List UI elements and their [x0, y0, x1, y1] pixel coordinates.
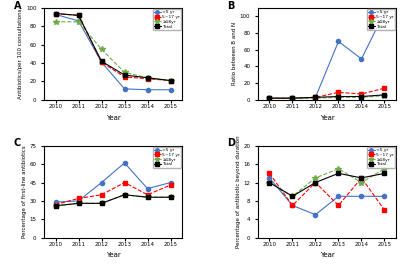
X-axis label: Year: Year: [320, 252, 334, 258]
Text: C: C: [14, 138, 21, 148]
Text: A: A: [14, 1, 21, 11]
Legend: <5 yr, 5~17 yr, ≥18yr, Total: <5 yr, 5~17 yr, ≥18yr, Total: [153, 147, 181, 168]
Y-axis label: Percentage of antibiotic beyond duration: Percentage of antibiotic beyond duration: [236, 135, 240, 248]
Text: D: D: [228, 138, 236, 148]
Legend: <5 yr, 5~17 yr, ≥18yr, Total: <5 yr, 5~17 yr, ≥18yr, Total: [367, 147, 395, 168]
Y-axis label: Ratio between B and N: Ratio between B and N: [232, 22, 237, 85]
Y-axis label: Percentage of first-line antibiotics: Percentage of first-line antibiotics: [22, 146, 26, 238]
Legend: <5 yr, 5~17 yr, ≥18yr, Total: <5 yr, 5~17 yr, ≥18yr, Total: [367, 9, 395, 30]
Text: B: B: [228, 1, 235, 11]
Y-axis label: Antibiotics/per 100 consultations: Antibiotics/per 100 consultations: [18, 9, 23, 99]
X-axis label: Year: Year: [106, 115, 120, 121]
Legend: <5 yr, 5~17 yr, ≥18yr, Total: <5 yr, 5~17 yr, ≥18yr, Total: [153, 9, 181, 30]
X-axis label: Year: Year: [320, 115, 334, 121]
X-axis label: Year: Year: [106, 252, 120, 258]
